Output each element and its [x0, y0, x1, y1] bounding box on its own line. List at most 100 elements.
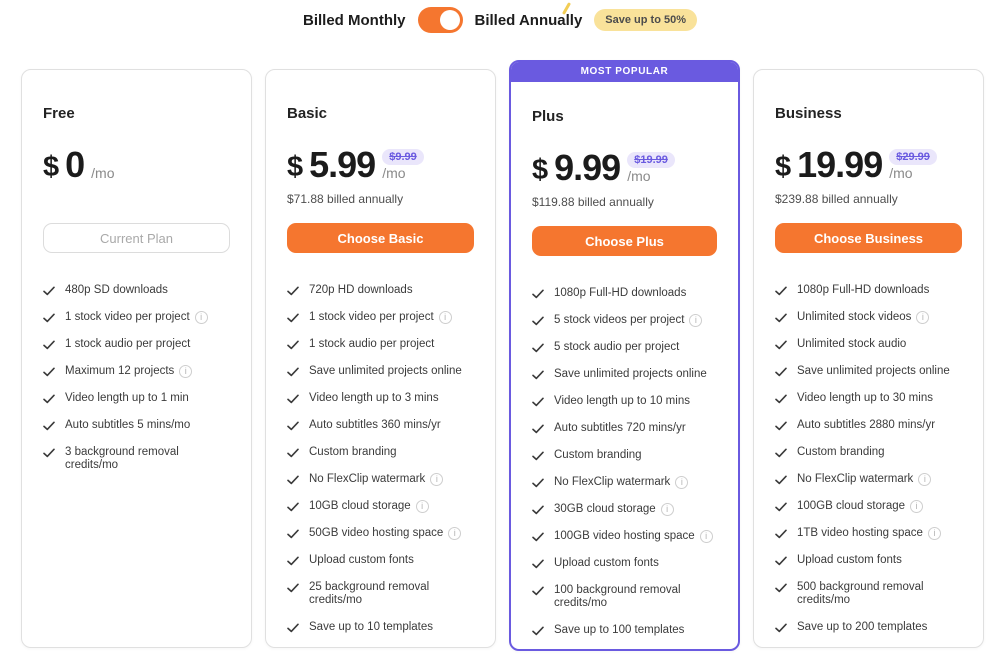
feature-label: Custom branding: [309, 446, 397, 458]
feature-label: Video length up to 3 mins: [309, 392, 439, 404]
info-icon[interactable]: i: [448, 527, 462, 540]
billed-annually-label[interactable]: Billed Annually: [474, 11, 583, 29]
feature-label: 1080p Full-HD downloads: [797, 284, 930, 296]
check-icon: [532, 586, 544, 596]
check-icon: [532, 451, 544, 461]
feature-item: Save unlimited projects online i: [775, 365, 962, 378]
info-icon[interactable]: i: [660, 503, 674, 516]
feature-item: Video length up to 10 mins i: [532, 395, 717, 408]
check-icon: [532, 532, 544, 542]
price-period: /mo: [627, 167, 651, 184]
toggle-knob: [439, 10, 460, 30]
info-icon[interactable]: i: [927, 527, 941, 540]
check-icon: [775, 367, 787, 377]
billing-toggle[interactable]: [417, 7, 463, 33]
feature-item: No FlexClip watermark i: [775, 473, 962, 486]
info-icon[interactable]: i: [430, 473, 444, 486]
plan-name: Business: [775, 105, 842, 122]
feature-list: 1080p Full-HD downloads i Unlimited stoc…: [775, 284, 962, 634]
check-icon: [775, 394, 787, 404]
plan-name: Basic: [287, 105, 328, 122]
feature-item: Unlimited stock videos i: [775, 311, 962, 324]
feature-item: Maximum 12 projects i: [43, 365, 230, 378]
plan-cta-free[interactable]: Current Plan: [43, 223, 230, 253]
feature-label: 5 stock videos per project: [554, 314, 685, 326]
info-icon[interactable]: i: [194, 311, 208, 324]
feature-item: 100GB cloud storage i: [775, 500, 962, 513]
feature-item: 1080p Full-HD downloads i: [775, 284, 962, 297]
feature-label: 100 background removal credits/mo: [554, 584, 681, 609]
feature-item: Upload custom fonts i: [287, 554, 474, 567]
feature-label: Upload custom fonts: [554, 557, 659, 569]
info-icon[interactable]: i: [916, 311, 930, 324]
info-icon[interactable]: i: [910, 500, 924, 513]
check-icon: [775, 421, 787, 431]
price-side: /mo: [91, 164, 115, 181]
info-icon[interactable]: i: [415, 500, 429, 513]
feature-item: 25 background removal credits/mo i: [287, 581, 474, 607]
info-icon[interactable]: i: [689, 314, 703, 327]
check-icon: [775, 475, 787, 485]
feature-item: 480p SD downloads i: [43, 284, 230, 297]
price-amount: 0: [65, 144, 85, 186]
check-icon: [532, 626, 544, 636]
feature-label: No FlexClip watermark: [797, 473, 914, 485]
feature-item: Custom branding i: [287, 446, 474, 459]
info-icon[interactable]: i: [438, 311, 452, 324]
feature-item: 1 stock audio per project i: [43, 338, 230, 351]
feature-item: Auto subtitles 360 mins/yr i: [287, 419, 474, 432]
info-icon[interactable]: i: [675, 476, 689, 489]
price-period: /mo: [91, 164, 115, 181]
plan-card-free: Free $ 0 /mo Current Plan 480p SD downlo…: [21, 69, 252, 648]
old-price-badge: $9.99: [382, 148, 424, 165]
feature-label: 100GB cloud storage: [797, 500, 906, 512]
feature-item: 3 background removal credits/mo i: [43, 446, 230, 472]
check-icon: [287, 367, 299, 377]
feature-item: Custom branding i: [532, 449, 717, 462]
feature-label: Save up to 10 templates: [309, 621, 434, 633]
feature-label: Save up to 100 templates: [554, 624, 685, 636]
feature-label: 500 background removal credits/mo: [797, 581, 924, 606]
check-icon: [532, 316, 544, 326]
check-icon: [775, 313, 787, 323]
plan-cta-plus[interactable]: Choose Plus: [532, 226, 717, 256]
feature-label: Upload custom fonts: [797, 554, 902, 566]
billed-monthly-label[interactable]: Billed Monthly: [303, 11, 406, 29]
feature-label: 1 stock audio per project: [309, 338, 435, 350]
feature-label: Auto subtitles 5 mins/mo: [65, 419, 191, 431]
feature-label: 1 stock video per project: [65, 311, 190, 323]
check-icon: [287, 313, 299, 323]
check-icon: [532, 478, 544, 488]
billed-annually-note: [43, 192, 230, 207]
price-amount: 19.99: [797, 144, 883, 186]
info-icon[interactable]: i: [699, 530, 713, 543]
feature-item: Custom branding i: [775, 446, 962, 459]
plan-cta-basic[interactable]: Choose Basic: [287, 223, 474, 253]
feature-item: 100 background removal credits/mo i: [532, 584, 717, 610]
plan-card-body: Free $ 0 /mo Current Plan 480p SD downlo…: [22, 70, 251, 472]
feature-list: 720p HD downloads i 1 stock video per pr…: [287, 284, 474, 634]
feature-label: Auto subtitles 720 mins/yr: [554, 422, 686, 434]
billing-header: Billed Monthly Billed Annually Save up t…: [0, 2, 1000, 35]
info-icon[interactable]: i: [918, 473, 932, 486]
billed-annually-note: $71.88 billed annually: [287, 192, 404, 206]
price-side: $29.99 /mo: [889, 148, 937, 181]
feature-label: Maximum 12 projects: [65, 365, 175, 377]
plan-cards: Free $ 0 /mo Current Plan 480p SD downlo…: [21, 60, 984, 651]
feature-label: 50GB video hosting space: [309, 527, 444, 539]
plan-cta-business[interactable]: Choose Business: [775, 223, 962, 253]
check-icon: [43, 340, 55, 350]
feature-item: Video length up to 30 mins i: [775, 392, 962, 405]
feature-label: 3 background removal credits/mo: [65, 446, 179, 471]
check-icon: [775, 502, 787, 512]
feature-label: 1TB video hosting space: [797, 527, 923, 539]
feature-label: Video length up to 10 mins: [554, 395, 690, 407]
info-icon[interactable]: i: [179, 365, 193, 378]
check-icon: [287, 475, 299, 485]
feature-label: Auto subtitles 360 mins/yr: [309, 419, 441, 431]
check-icon: [43, 421, 55, 431]
feature-label: 720p HD downloads: [309, 284, 413, 296]
currency-symbol: $: [287, 151, 304, 184]
feature-item: 1 stock video per project i: [287, 311, 474, 324]
feature-item: 50GB video hosting space i: [287, 527, 474, 540]
